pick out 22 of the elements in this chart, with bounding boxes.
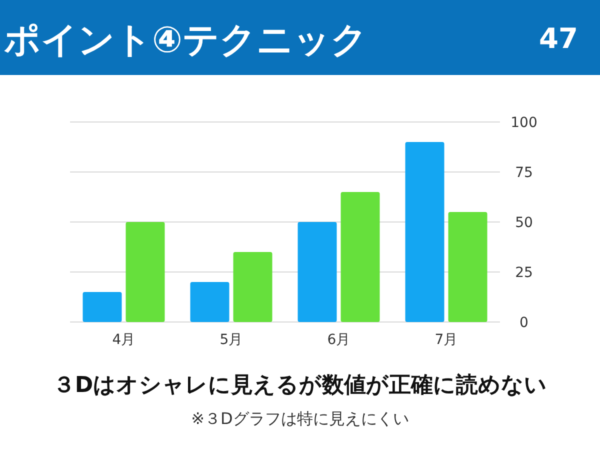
text: ※３Dグラフは特に見えにくい [191,409,409,428]
bar [298,222,337,322]
bar [233,252,272,322]
x-tick-label: 6月 [327,332,350,348]
y-tick-label: 25 [515,265,533,281]
bar [190,282,230,322]
x-tick-label: 7月 [434,332,458,348]
y-tick-label: 0 [520,315,528,331]
text: ３Dはオシャレに見えるが数値が正確に読めない [52,373,548,398]
bar [82,292,122,322]
y-tick-label: 50 [515,215,533,231]
y-tick-label: 100 [510,115,538,131]
x-tick-label: 5月 [220,332,243,348]
page-number: 47 [539,22,578,55]
bar [405,142,444,322]
x-tick-label: 4月 [112,332,136,348]
bar [126,222,165,322]
bar [340,192,380,322]
chart-title: ポイント④テクニック [4,20,368,61]
y-tick-label: 75 [515,165,533,181]
header: ポイント④テクニック 47 [0,0,600,75]
bar [448,212,488,322]
